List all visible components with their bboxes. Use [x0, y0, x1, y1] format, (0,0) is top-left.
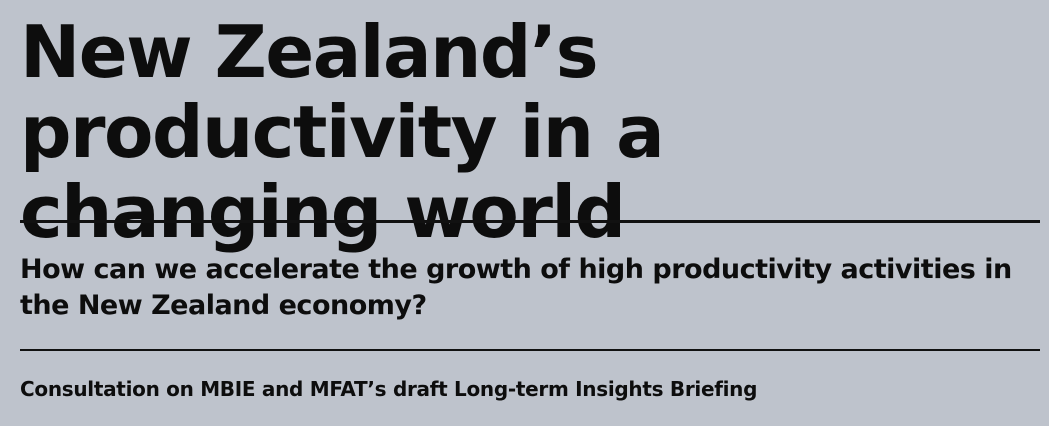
divider: [20, 349, 1040, 351]
tagline: Consultation on MBIE and MFAT’s draft Lo…: [20, 377, 758, 401]
title: New Zealand’s productivity in a changing…: [20, 10, 665, 254]
subtitle: How can we accelerate the growth of high…: [20, 254, 1012, 321]
divider: [20, 220, 1040, 223]
